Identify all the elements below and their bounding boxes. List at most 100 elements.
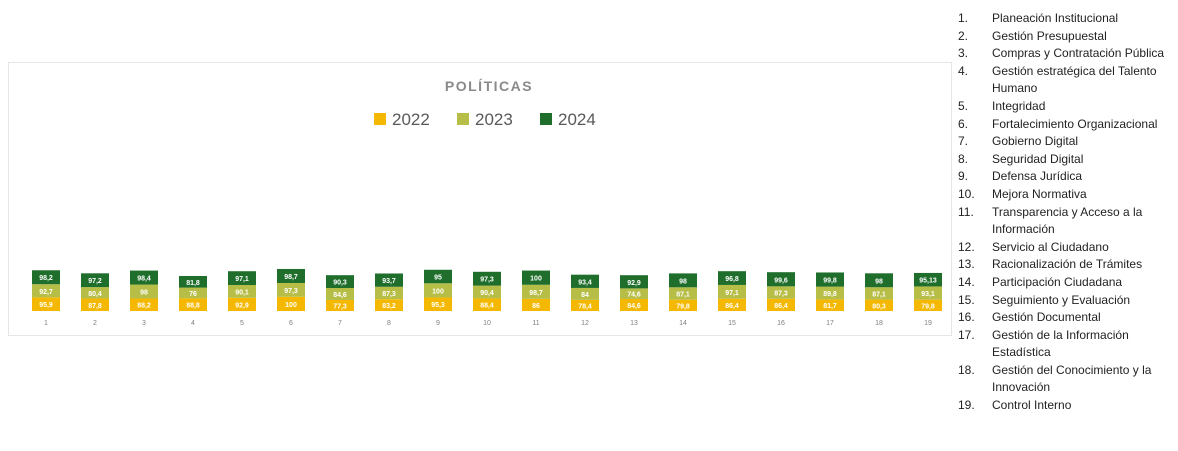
data-label: 84,6 xyxy=(333,292,347,299)
bar-segment-2024 xyxy=(326,275,354,289)
data-label: 97,2 xyxy=(88,278,102,285)
bar-segment-2023 xyxy=(571,287,599,300)
bars: 95,9 92,7 98,2 87,8 80,4 97,2 88,2 98 98,4 88,8 76… xyxy=(32,268,942,311)
x-axis-ticks: 1 2 3 4 5 6 7 8 9 10 11 12 13 14 15 16 17 18 19 xyxy=(44,320,932,327)
data-label: 80,3 xyxy=(872,303,886,310)
policy-list-item: 9. Defensa Jurídica xyxy=(958,168,1173,186)
policy-number: 2. xyxy=(958,28,969,43)
bar-segment-2024 xyxy=(669,273,697,288)
data-label: 78,4 xyxy=(578,303,592,310)
bar-segment-2024 xyxy=(179,275,207,288)
bar-segment-2023 xyxy=(669,287,697,300)
policy-list-item: 8. Seguridad Digital xyxy=(958,151,1173,169)
policy-name: Gestión estratégica del Talento Humano xyxy=(992,63,1157,96)
data-label: 98 xyxy=(140,290,148,297)
bar-segment-2023 xyxy=(522,284,550,299)
policy-name: Gobierno Digital xyxy=(992,134,1079,149)
x-tick-label: 9 xyxy=(436,320,440,327)
bar-segment-2024 xyxy=(865,273,893,288)
bar-segment-2023 xyxy=(228,285,256,298)
data-label: 84 xyxy=(581,292,589,299)
bar-segment-2023 xyxy=(179,287,207,299)
bar-segment-2022 xyxy=(669,299,697,311)
policy-name: Seguimiento y Evaluación xyxy=(992,292,1131,307)
bar-segment-2024 xyxy=(718,271,746,285)
x-tick-label: 14 xyxy=(679,320,687,327)
data-label: 80,4 xyxy=(88,291,102,298)
legend-swatch-2022 xyxy=(374,113,386,125)
policy-number: 14. xyxy=(958,274,975,289)
bar-segment-2022 xyxy=(228,297,256,311)
data-label: 93,1 xyxy=(921,291,935,298)
data-label: 87,8 xyxy=(88,303,102,310)
data-label: 97,1 xyxy=(235,276,249,283)
bar-segment-2023 xyxy=(32,284,60,298)
data-label: 88,2 xyxy=(137,303,151,310)
x-tick-label: 7 xyxy=(338,320,342,327)
bar-segment-2022 xyxy=(130,298,158,311)
policy-name: Integridad xyxy=(992,98,1046,113)
policy-number: 17. xyxy=(958,327,975,342)
data-label: 79,8 xyxy=(921,303,935,310)
data-label: 92,9 xyxy=(627,280,641,287)
x-tick-label: 6 xyxy=(289,320,293,327)
data-label: 86 xyxy=(532,303,540,310)
bar-segment-2023 xyxy=(620,288,648,299)
data-label: 99,8 xyxy=(823,278,837,285)
policy-name: Seguridad Digital xyxy=(992,151,1084,166)
bar-segment-2023 xyxy=(277,282,305,297)
policy-number: 10. xyxy=(958,186,975,201)
x-tick-label: 3 xyxy=(142,320,146,327)
data-label: 87,1 xyxy=(872,291,886,298)
bar-segment-2022 xyxy=(326,300,354,311)
bar-segment-2024 xyxy=(620,275,648,289)
x-tick-label: 1 xyxy=(44,320,48,327)
bar-segment-2024 xyxy=(914,272,942,287)
policy-list-item: 4. Gestión estratégica del Talento Humano xyxy=(958,63,1173,98)
bar-segment-2024 xyxy=(767,272,795,287)
x-tick-label: 10 xyxy=(483,320,491,327)
bar-segment-2023 xyxy=(130,284,158,299)
data-label: 98 xyxy=(679,278,687,285)
policy-name: Racionalización de Trámites xyxy=(992,257,1143,272)
data-label: 92,7 xyxy=(39,289,53,296)
bar-segment-2024 xyxy=(473,271,501,286)
policy-list-item: 11. Transparencia y Acceso a la Informaci… xyxy=(958,204,1173,239)
policy-list-item: 16. Gestión Documental xyxy=(958,309,1173,327)
x-tick-label: 11 xyxy=(532,320,539,327)
data-label: 97,3 xyxy=(480,277,494,284)
bar-segment-2022 xyxy=(620,298,648,311)
data-label: 95 xyxy=(434,275,442,282)
policy-name: Gestión Presupuestal xyxy=(992,28,1107,43)
data-label: 93,4 xyxy=(578,279,592,286)
data-label: 81,8 xyxy=(186,280,200,287)
policy-name: Servicio al Ciudadano xyxy=(992,239,1109,254)
data-label: 95,13 xyxy=(919,278,937,285)
chart-panel: POLÍTICAS 2022 2023 2024 95,9 92,7 98,2 87,8 8… xyxy=(8,62,952,336)
policy-list-item: 17. Gestión de la Información Estadística xyxy=(958,327,1173,362)
policy-number: 7. xyxy=(958,134,969,149)
policy-list-item: 5. Integridad xyxy=(958,98,1173,116)
data-label: 100 xyxy=(432,288,444,295)
policy-list: 1. Planeación Institucional 2. Gestión Pres… xyxy=(958,10,1173,415)
data-label: 95,3 xyxy=(431,302,445,309)
policy-number: 15. xyxy=(958,292,975,307)
bar-segment-2022 xyxy=(375,299,403,311)
bar-segment-2024 xyxy=(571,274,599,288)
bar-segment-2022 xyxy=(767,298,795,311)
policy-list-item: 12. Servicio al Ciudadano xyxy=(958,239,1173,257)
policy-name: Fortalecimiento Organizacional xyxy=(992,116,1158,131)
bar-segment-2023 xyxy=(865,287,893,300)
bar-segment-2022 xyxy=(81,298,109,311)
data-label: 98 xyxy=(875,278,883,285)
policy-list-item: 3. Compras y Contratación Pública xyxy=(958,45,1173,63)
bar-segment-2022 xyxy=(32,297,60,311)
data-label: 88,4 xyxy=(480,303,494,310)
data-label: 98,7 xyxy=(529,290,543,297)
data-label: 97,3 xyxy=(284,288,298,295)
policy-list-item: 10. Mejora Normativa xyxy=(958,186,1173,204)
policy-number: 16. xyxy=(958,310,975,325)
bar-segment-2024 xyxy=(81,273,109,288)
policy-number: 13. xyxy=(958,257,975,272)
legend-label: 2024 xyxy=(558,110,596,129)
